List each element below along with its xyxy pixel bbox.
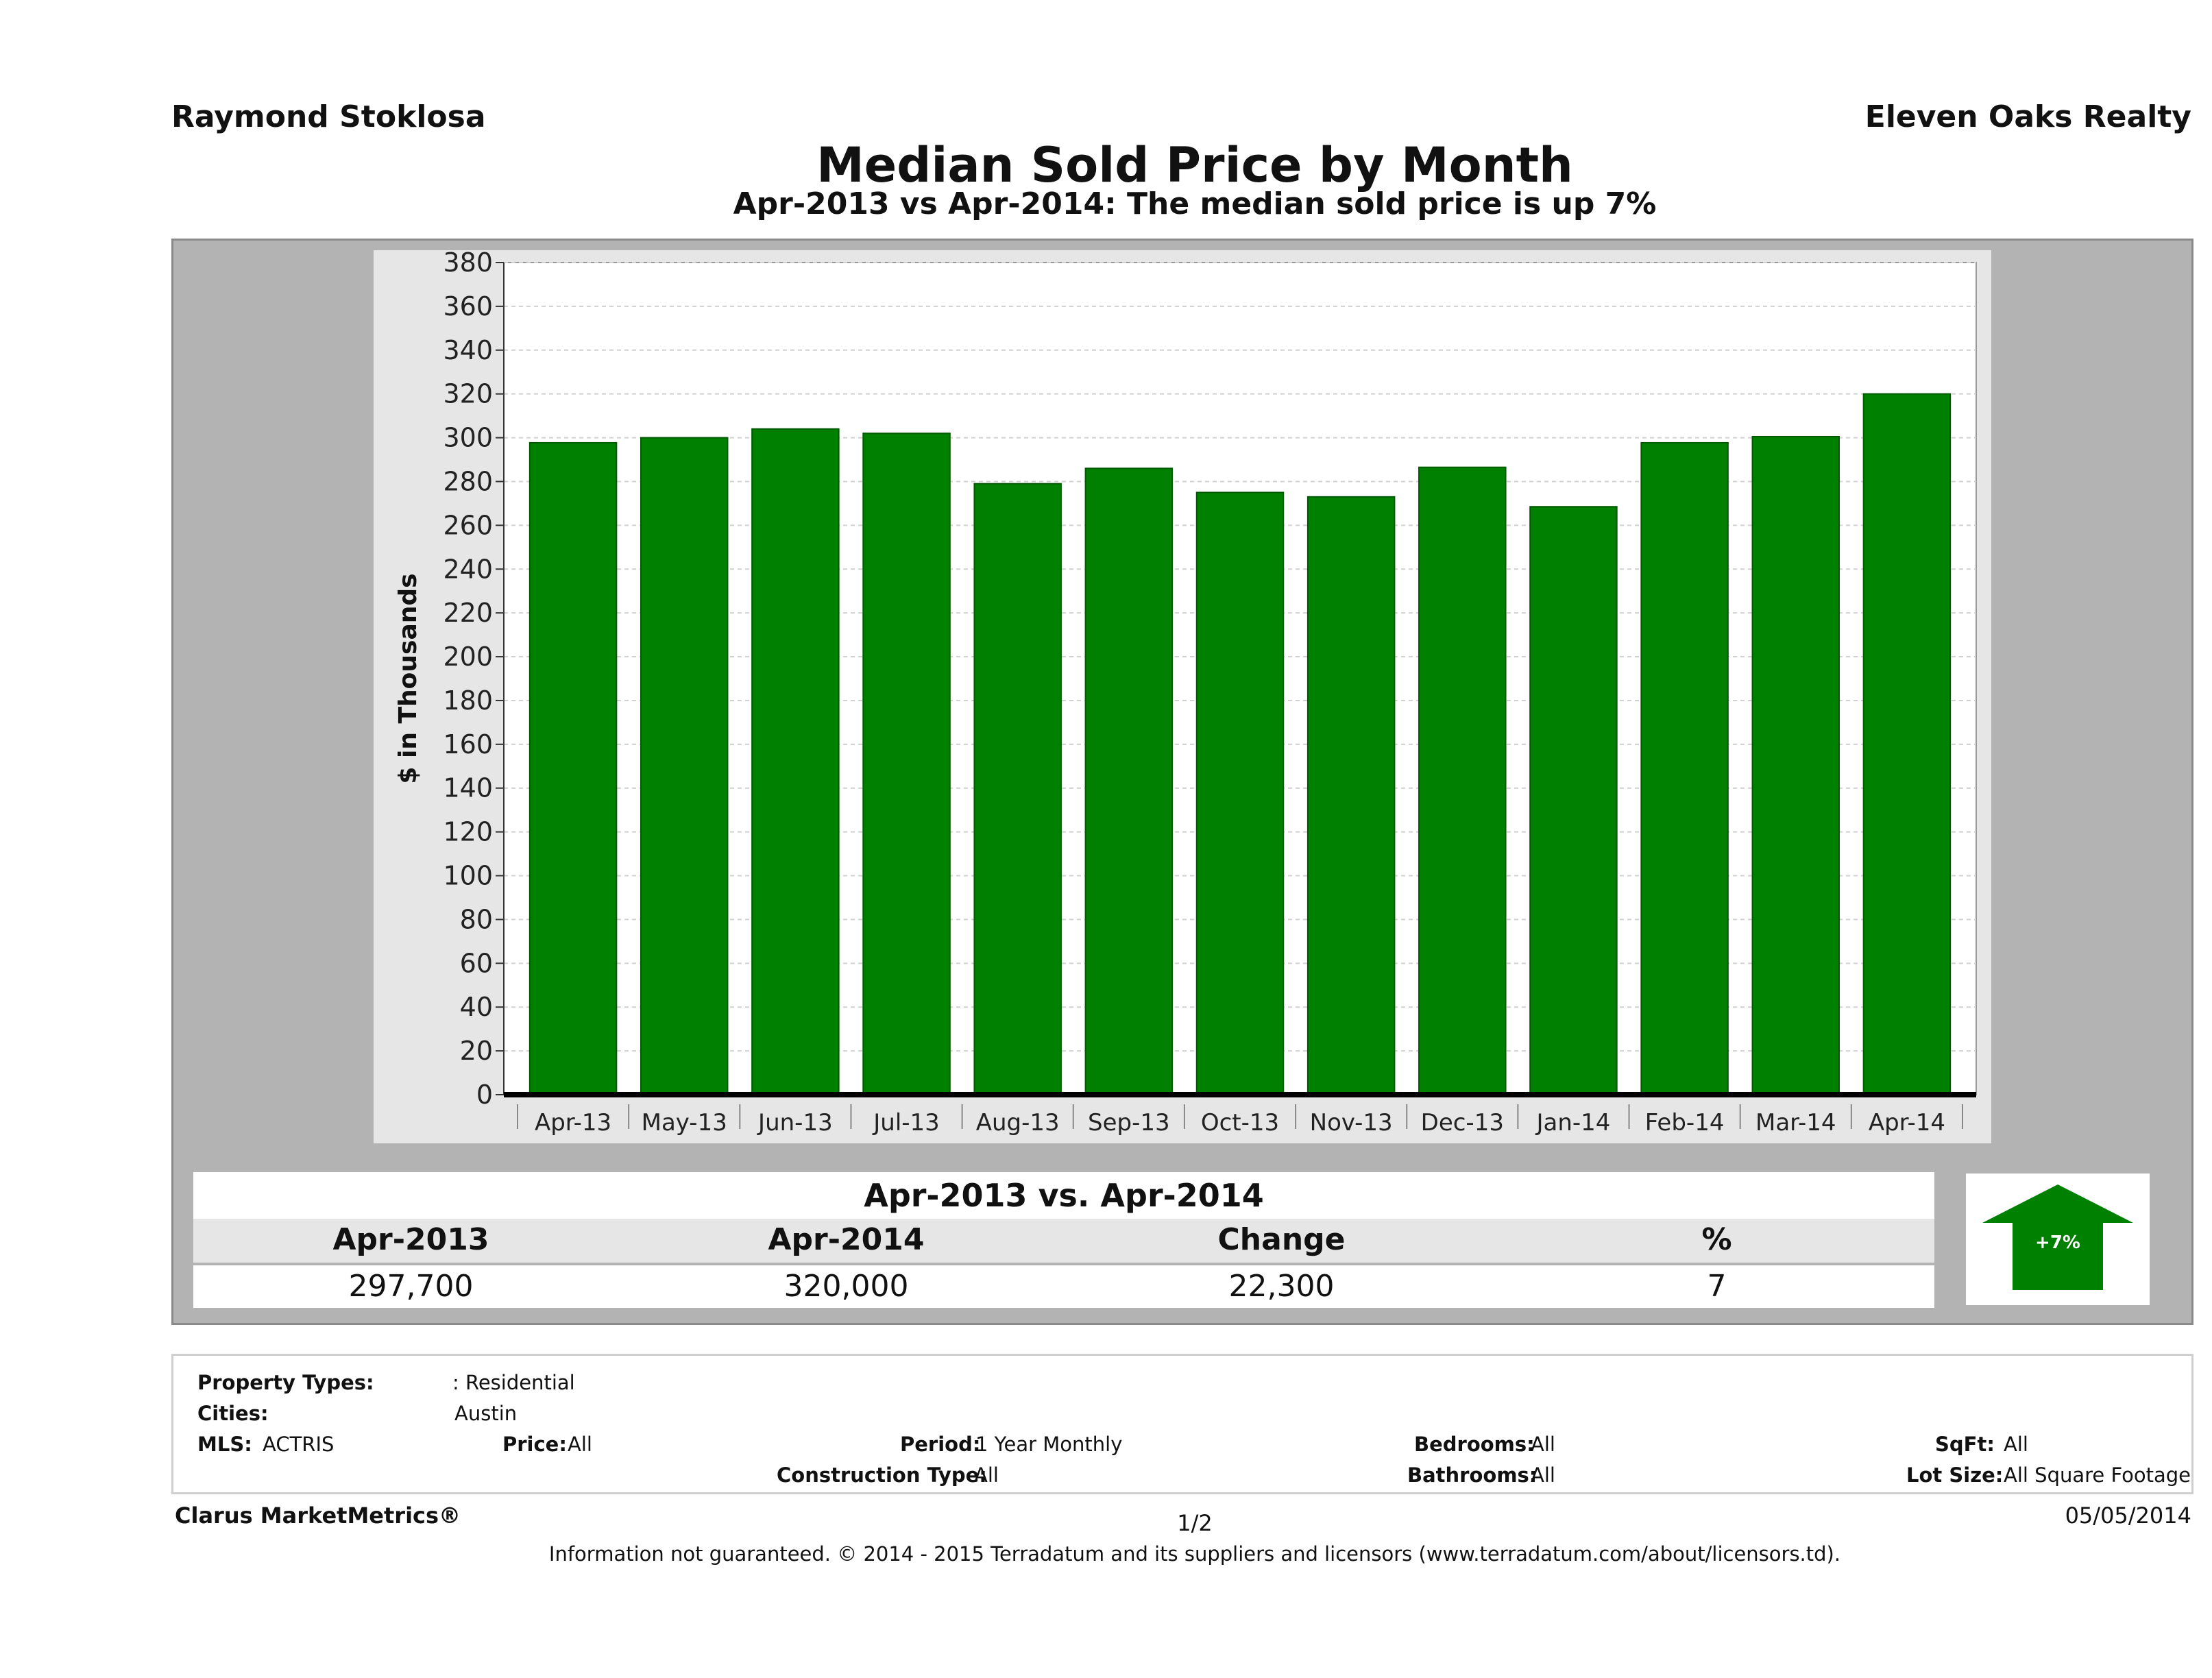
x-tick-label: Apr-14 xyxy=(1869,1109,1945,1136)
y-tick-label: 320 xyxy=(443,379,493,409)
price-label: Price: xyxy=(502,1433,567,1456)
bedrooms-label: Bedrooms: xyxy=(1414,1433,1535,1456)
y-tick-label: 80 xyxy=(460,904,493,934)
header-change: Change xyxy=(1217,1222,1346,1257)
bar xyxy=(640,437,729,1096)
x-tick-label: Jan-14 xyxy=(1535,1109,1610,1136)
period-label: Period: xyxy=(900,1433,981,1456)
y-tick-label: 60 xyxy=(460,948,493,978)
bedrooms-value: All xyxy=(1531,1433,1555,1456)
x-tick-label: Oct-13 xyxy=(1201,1109,1279,1136)
brokerage-name: Eleven Oaks Realty xyxy=(1864,99,2191,134)
y-tick-label: 160 xyxy=(443,729,493,759)
chart-panel: 0 20 40 60 80 100 120 140 160 180 200 220 240 260 280 3… xyxy=(374,250,1991,1143)
bar xyxy=(862,433,951,1096)
up-arrow-icon xyxy=(1982,1184,2133,1290)
chart-subtitle: Apr-2013 vs Apr-2014: The median sold pr… xyxy=(733,186,1657,221)
bar xyxy=(1640,441,1729,1096)
x-tick-label: Mar-14 xyxy=(1755,1109,1836,1136)
y-tick-label: 240 xyxy=(443,554,493,584)
y-tick-label: 180 xyxy=(443,685,493,716)
x-tick-label: Feb-14 xyxy=(1645,1109,1725,1136)
lot-size-label: Lot Size: xyxy=(1906,1463,2004,1487)
property-types-value: : Residential xyxy=(452,1371,575,1394)
y-tick-label: 40 xyxy=(460,992,493,1022)
y-tick-label: 140 xyxy=(443,773,493,803)
change-badge: +7% xyxy=(1966,1174,2150,1305)
y-tick-label: 20 xyxy=(460,1036,493,1066)
construction-type-value: All xyxy=(974,1463,999,1487)
bar xyxy=(1306,496,1396,1095)
y-tick-label: 300 xyxy=(443,423,493,453)
bar xyxy=(1529,506,1618,1096)
bathrooms-label: Bathrooms: xyxy=(1407,1463,1538,1487)
header-apr-2014: Apr-2014 xyxy=(768,1222,925,1257)
value-apr-2014: 320,000 xyxy=(783,1269,909,1304)
header-percent: % xyxy=(1701,1222,1732,1257)
search-criteria: Property Types: : Residential Cities: Au… xyxy=(171,1354,2193,1494)
period-value: 1 Year Monthly xyxy=(975,1433,1123,1456)
y-tick-label: 220 xyxy=(443,598,493,628)
cities-label: Cities: xyxy=(197,1402,269,1425)
y-tick-label: 260 xyxy=(443,510,493,540)
mls-value: ACTRIS xyxy=(263,1433,335,1456)
bar xyxy=(751,428,840,1095)
bar-chart: 0 20 40 60 80 100 120 140 160 180 200 220 240 260 280 3… xyxy=(394,250,1977,1136)
x-tick-label: Sep-13 xyxy=(1088,1109,1170,1136)
lot-size-value: All Square Footage xyxy=(2004,1463,2191,1487)
y-tick-label: 100 xyxy=(443,861,493,891)
y-tick-label: 200 xyxy=(443,642,493,672)
bar xyxy=(528,441,618,1096)
y-tick-label: 280 xyxy=(443,466,493,496)
bathrooms-value: All xyxy=(1531,1463,1555,1487)
change-badge-label: +7% xyxy=(2035,1232,2080,1253)
y-tick-label: 340 xyxy=(443,335,493,365)
bar xyxy=(973,483,1062,1096)
property-types-label: Property Types: xyxy=(197,1371,374,1394)
x-tick-label: Jun-13 xyxy=(757,1109,833,1136)
bar xyxy=(1084,467,1174,1096)
value-percent: 7 xyxy=(1707,1269,1727,1304)
x-tick-label: May-13 xyxy=(642,1109,727,1136)
y-tick-label: 360 xyxy=(443,291,493,321)
report-date: 05/05/2014 xyxy=(2065,1503,2191,1529)
disclaimer: Information not guaranteed. © 2014 - 201… xyxy=(548,1542,1841,1566)
x-tick-label: Aug-13 xyxy=(976,1109,1060,1136)
agent-name: Raymond Stoklosa xyxy=(171,99,486,134)
price-value: All xyxy=(568,1433,592,1456)
x-tick-label: Dec-13 xyxy=(1421,1109,1504,1136)
sqft-label: SqFt: xyxy=(1935,1433,1995,1456)
x-tick-label: Nov-13 xyxy=(1310,1109,1393,1136)
bar xyxy=(1195,491,1285,1095)
mls-label: MLS: xyxy=(197,1433,252,1456)
x-tick-label: Apr-13 xyxy=(535,1109,611,1136)
comparison-title: Apr-2013 vs. Apr-2014 xyxy=(193,1172,1934,1219)
chart-title: Median Sold Price by Month xyxy=(816,137,1573,193)
comparison-header-row: Apr-2013 Apr-2014 Change % xyxy=(193,1219,1934,1263)
cities-value: Austin xyxy=(454,1402,518,1425)
page-number: 1/2 xyxy=(1177,1510,1213,1536)
value-change: 22,300 xyxy=(1228,1269,1335,1304)
value-apr-2013: 297,700 xyxy=(348,1269,474,1304)
bar xyxy=(1862,393,1952,1095)
product-name: Clarus MarketMetrics® xyxy=(175,1503,461,1529)
sqft-value: All xyxy=(2004,1433,2028,1456)
header-apr-2013: Apr-2013 xyxy=(332,1222,489,1257)
y-tick-label: 120 xyxy=(443,817,493,847)
y-axis-label: $ in Thousands xyxy=(394,573,422,783)
x-tick-label: Jul-13 xyxy=(872,1109,940,1136)
comparison-value-row: 297,700 320,000 22,300 7 xyxy=(193,1265,1934,1308)
comparison-table: Apr-2013 vs. Apr-2014 Apr-2013 Apr-2014 … xyxy=(193,1172,1934,1308)
y-tick-label: 380 xyxy=(443,250,493,278)
y-tick-label: 0 xyxy=(476,1080,493,1110)
construction-type-label: Construction Type: xyxy=(777,1463,987,1487)
bar xyxy=(1418,466,1507,1095)
bar xyxy=(1751,435,1840,1095)
